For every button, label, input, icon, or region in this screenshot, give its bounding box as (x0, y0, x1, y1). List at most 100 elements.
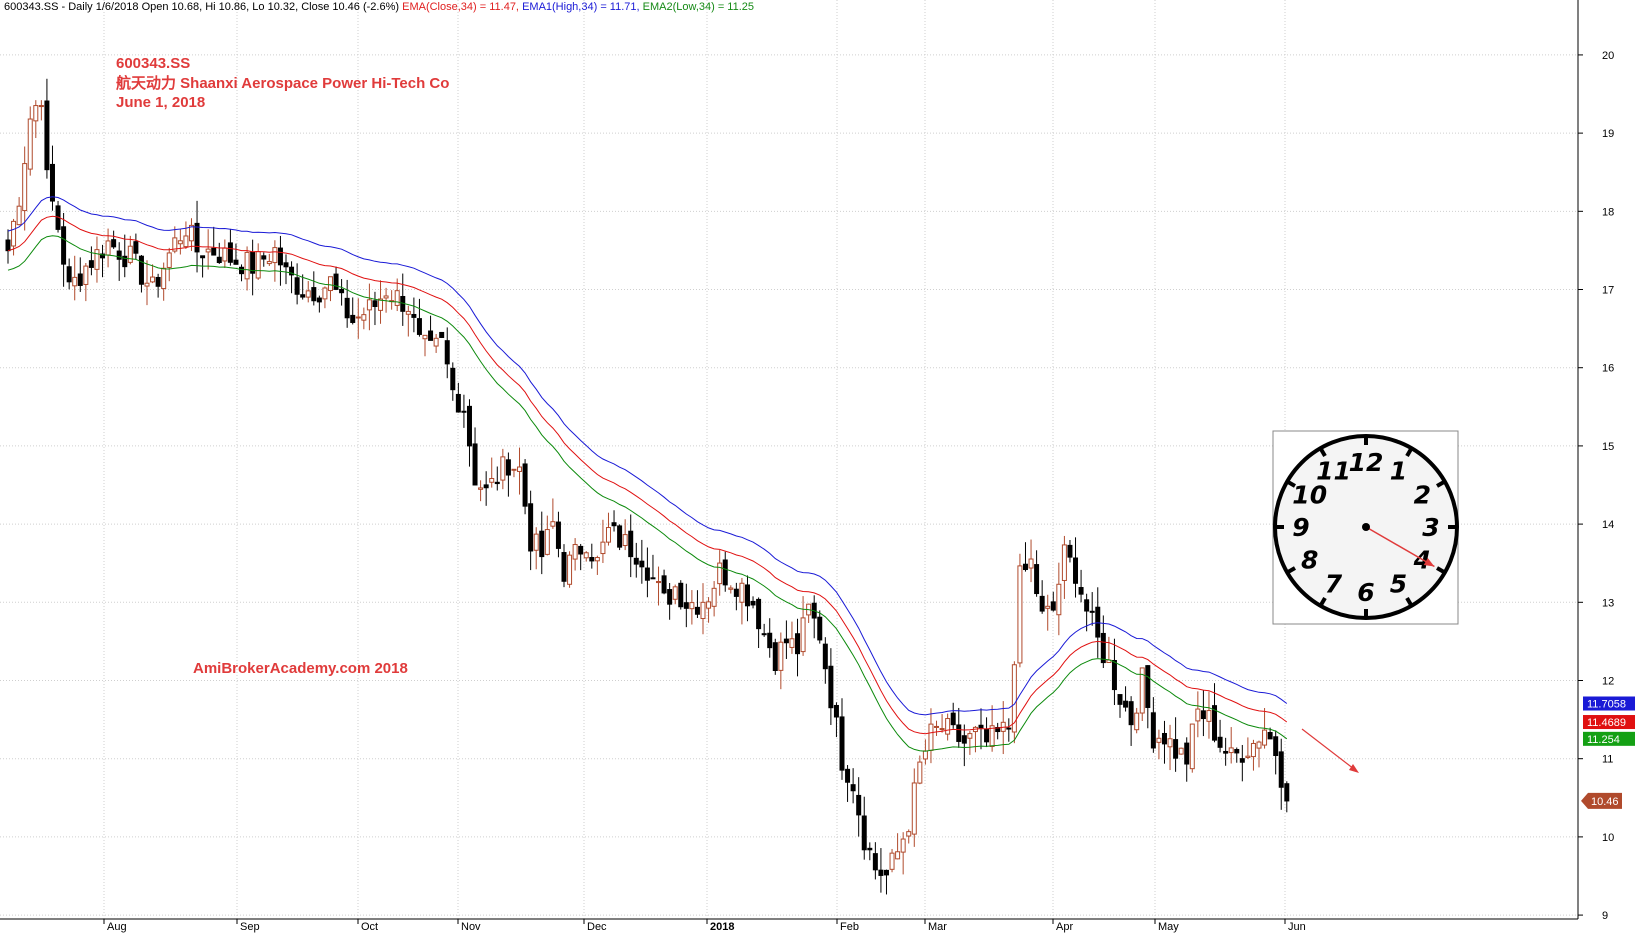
candle (544, 515, 550, 556)
candle (266, 253, 272, 266)
candle (778, 632, 784, 690)
candle (856, 777, 862, 837)
candle (500, 448, 506, 490)
candle (316, 295, 322, 313)
candle (1128, 696, 1134, 746)
clock-number: 2 (1414, 481, 1431, 510)
chart-header: 600343.SS - Daily 1/6/2018 Open 10.68, H… (4, 1, 754, 13)
y-tick-label: 12 (1602, 675, 1614, 687)
candle (416, 298, 422, 337)
candle (878, 848, 884, 893)
candle (216, 242, 222, 264)
candle (72, 255, 78, 301)
candle (33, 100, 39, 139)
candle (628, 514, 634, 578)
candle (528, 490, 534, 571)
tag-ema-high: 11.7058 (1583, 696, 1635, 711)
candle (250, 239, 256, 296)
candle (1056, 562, 1062, 636)
candle (739, 577, 745, 625)
candle (355, 298, 361, 339)
candle (717, 550, 723, 596)
candle (617, 524, 623, 551)
candle (422, 334, 428, 357)
candle (472, 427, 478, 486)
x-tick-label: Apr (1056, 921, 1073, 933)
ticker-info: 600343.SS - Daily 1/6/2018 Open 10.68, H… (4, 1, 400, 13)
candle (895, 833, 901, 860)
candle (1039, 580, 1045, 614)
ema-high-line (7, 196, 1288, 716)
candle (1284, 781, 1290, 813)
candle (1022, 542, 1028, 572)
candle (678, 580, 684, 610)
candle (138, 255, 144, 293)
candle (644, 547, 650, 598)
y-tick-label: 16 (1602, 363, 1614, 375)
x-tick-label: Nov (461, 921, 481, 933)
candle (450, 362, 456, 401)
candle (822, 637, 828, 684)
candle (578, 543, 584, 571)
candle (883, 869, 889, 895)
x-tick-label: Oct (361, 921, 378, 933)
candle (1234, 747, 1240, 763)
x-tick-label: Feb (840, 921, 859, 933)
symbol-text: 600343.SS (116, 55, 191, 72)
candle (1061, 535, 1067, 599)
candle (956, 707, 962, 748)
clock-center (1362, 523, 1370, 531)
candle (1278, 738, 1284, 810)
candle (722, 551, 728, 592)
candle (111, 230, 117, 249)
candle (1223, 737, 1229, 766)
clock-number: 10 (1292, 481, 1327, 510)
candle (227, 228, 233, 266)
candle (1250, 739, 1256, 771)
ema-close-line (7, 215, 1288, 735)
candle (194, 200, 200, 273)
candle (683, 583, 689, 628)
candle (105, 228, 111, 268)
candle (49, 145, 55, 211)
company-text: 航天动力 Shaanxi Aerospace Power Hi-Tech Co (116, 74, 450, 92)
candle (928, 708, 934, 764)
candle (783, 620, 789, 659)
candle (605, 512, 611, 546)
candle (1217, 719, 1223, 753)
candle (517, 447, 523, 495)
clock-tick (1318, 447, 1327, 457)
clock-number: 7 (1325, 569, 1343, 598)
y-axis-ticks: 9 10 11 12 13 14 15 16 17 18 19 20 (1578, 50, 1614, 922)
candlestick-series (5, 78, 1290, 895)
candle (222, 239, 228, 268)
candle (116, 242, 122, 281)
clock-tick (1286, 566, 1296, 575)
candle (1123, 686, 1129, 712)
candle (1067, 540, 1073, 563)
candle (1117, 694, 1123, 718)
candle (567, 551, 573, 588)
y-tick-label: 9 (1602, 910, 1608, 922)
candle (1173, 717, 1179, 772)
candle (378, 280, 384, 324)
candle (1134, 707, 1140, 734)
candle (439, 331, 445, 339)
candle (672, 584, 678, 605)
candle (1084, 593, 1090, 632)
tag-close: 10.46 (1581, 792, 1622, 809)
candle (934, 720, 940, 736)
downtrend-arrow (1301, 728, 1359, 773)
candle (444, 327, 450, 379)
candle (1034, 550, 1040, 597)
candle (1011, 661, 1017, 744)
candle (244, 246, 250, 291)
candle (756, 597, 762, 649)
clock-hand (1365, 526, 1435, 568)
candle (967, 730, 973, 755)
candle (1200, 690, 1206, 737)
candle (667, 583, 673, 620)
candle (689, 590, 695, 625)
candle (600, 519, 606, 564)
y-tick-label: 15 (1602, 441, 1614, 453)
